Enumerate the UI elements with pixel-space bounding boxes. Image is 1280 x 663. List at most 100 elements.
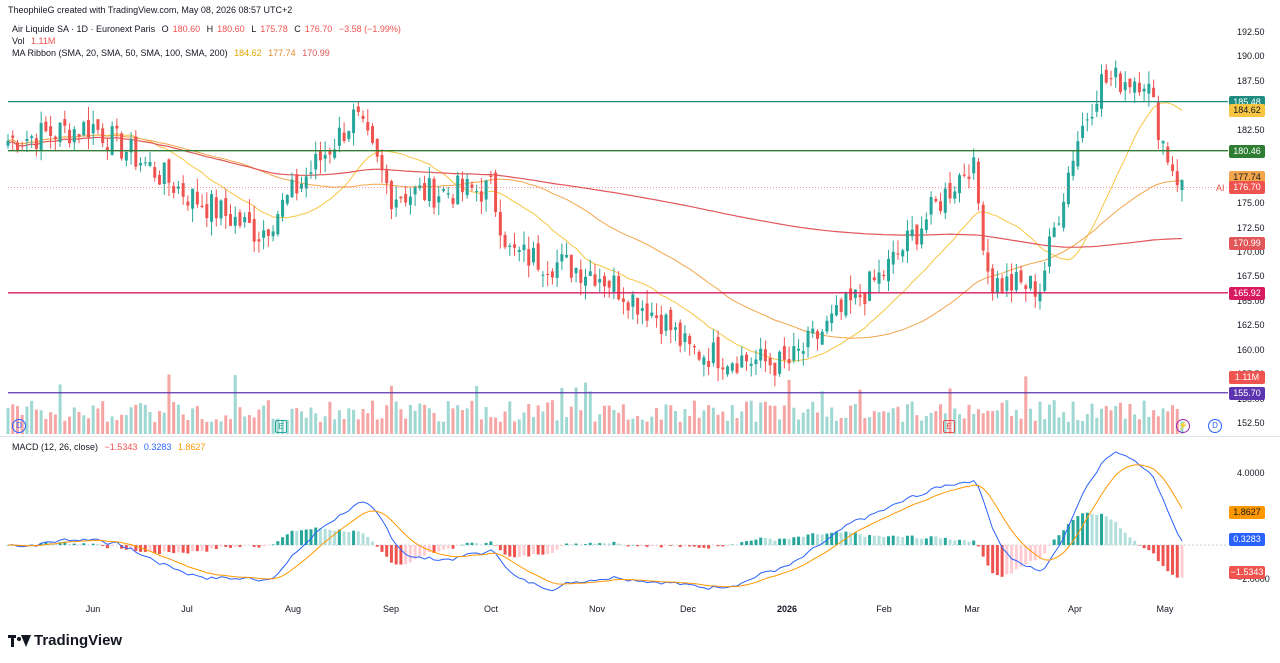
candle-body xyxy=(858,294,862,298)
macd-histogram-bar xyxy=(1118,528,1122,546)
candle-body xyxy=(962,174,966,176)
candle-body xyxy=(839,299,843,313)
candle-body xyxy=(503,234,507,248)
macd-histogram-bar xyxy=(380,545,384,552)
candle-body xyxy=(1180,180,1184,191)
candle-body xyxy=(342,132,346,142)
macd-histogram-bar xyxy=(655,545,659,546)
volume-bar xyxy=(1166,411,1170,434)
macd-histogram-bar xyxy=(839,532,843,546)
macd-histogram-bar xyxy=(262,545,266,547)
candle-body xyxy=(181,183,185,197)
macd-histogram-bar xyxy=(1104,516,1108,546)
candle-body xyxy=(1081,125,1085,138)
macd-histogram-bar xyxy=(205,545,209,552)
macd-histogram-bar xyxy=(129,545,133,549)
macd-legend[interactable]: MACD (12, 26, close) −1.5343 0.3283 1.86… xyxy=(12,442,209,452)
ma200-value: 170.99 xyxy=(302,48,330,58)
candle-body xyxy=(702,357,706,365)
volume-bar xyxy=(792,407,796,434)
dividend-marker[interactable]: D xyxy=(1208,419,1222,433)
macd-histogram-bar xyxy=(872,535,876,546)
volume-bar xyxy=(948,388,952,434)
volume-bar xyxy=(1024,376,1028,434)
macd-histogram-bar xyxy=(688,545,692,547)
macd-histogram-bar xyxy=(1137,545,1141,546)
candle-body xyxy=(105,147,109,151)
candle-body xyxy=(58,122,62,143)
macd-hist-value: −1.5343 xyxy=(104,442,138,452)
candle-body xyxy=(442,189,446,191)
volume-bar xyxy=(6,408,10,434)
earnings-marker[interactable]: E xyxy=(943,420,955,433)
macd-histogram-bar xyxy=(1071,519,1075,546)
candle-body xyxy=(569,254,573,278)
candle-body xyxy=(1024,285,1028,290)
volume-bar xyxy=(157,411,161,434)
price-tick-label: 152.50 xyxy=(1237,418,1265,428)
ai-badge[interactable]: AI xyxy=(1216,183,1225,193)
candle-body xyxy=(621,298,625,302)
macd-histogram-bar xyxy=(1128,537,1132,546)
volume-bar xyxy=(536,405,540,434)
macd-histogram-bar xyxy=(711,545,715,546)
candle-body xyxy=(1043,270,1047,291)
volume-bar xyxy=(323,416,327,434)
volume-bar xyxy=(844,417,848,434)
macd-histogram-bar xyxy=(470,542,474,546)
macd-histogram-bar xyxy=(1085,512,1089,546)
symbol-name[interactable]: Air Liquide SA · 1D · Euronext Paris xyxy=(12,24,156,34)
candle-body xyxy=(801,351,805,354)
candle-body xyxy=(120,133,124,159)
volume-bar xyxy=(967,404,971,434)
macd-histogram-bar xyxy=(300,530,303,546)
volume-bar xyxy=(1038,401,1042,434)
volume-bar xyxy=(49,412,53,434)
candle-body xyxy=(451,198,455,205)
candle-body xyxy=(233,216,237,226)
flash-icon[interactable]: ⚡ xyxy=(1176,419,1190,433)
earnings-marker[interactable]: E xyxy=(275,420,287,433)
candle-body xyxy=(375,139,379,157)
macd-histogram-bar xyxy=(934,536,938,546)
ma-ribbon-legend[interactable]: MA Ribbon (SMA, 20, SMA, 50, SMA, 100, S… xyxy=(12,48,334,58)
macd-histogram-bar xyxy=(702,545,706,548)
volume-bar xyxy=(612,409,616,434)
candle-body xyxy=(323,154,327,159)
candle-body xyxy=(281,199,285,217)
dividend-marker[interactable]: D xyxy=(12,419,26,433)
macd-histogram-bar xyxy=(991,545,995,574)
volume-bar xyxy=(872,411,876,434)
macd-histogram-bar xyxy=(498,545,502,551)
volume-bar xyxy=(1052,400,1056,434)
volume-bar xyxy=(356,419,360,434)
volume-bar xyxy=(991,411,995,434)
volume-bar xyxy=(1043,419,1047,434)
candle-body xyxy=(887,258,890,282)
tradingview-logo[interactable]: TradingView xyxy=(8,632,122,649)
pane-divider[interactable] xyxy=(0,436,1280,437)
ohlc-high: H 180.60 xyxy=(207,24,245,34)
volume-bar xyxy=(295,408,299,434)
candle-body xyxy=(536,243,540,270)
volume-legend[interactable]: Vol 1.11M xyxy=(12,36,59,46)
candle-body xyxy=(1114,67,1118,78)
macd-histogram-bar xyxy=(281,537,285,546)
macd-histogram-bar xyxy=(555,545,559,550)
candle-body xyxy=(446,193,450,195)
volume-bar xyxy=(30,400,34,434)
volume-bar xyxy=(555,420,559,434)
volume-bar xyxy=(39,410,43,434)
volume-bar xyxy=(210,421,214,434)
macd-histogram-bar xyxy=(1156,545,1160,562)
macd-histogram-bar xyxy=(1047,545,1051,546)
volume-bar xyxy=(550,400,554,434)
volume-bar xyxy=(186,420,190,434)
volume-bar xyxy=(191,408,195,434)
macd-histogram-bar xyxy=(631,544,635,546)
price-tag: 155.70 xyxy=(1229,386,1265,400)
volume-bar xyxy=(300,411,303,434)
macd-histogram-bar xyxy=(1081,513,1085,546)
volume-bar xyxy=(749,400,753,434)
